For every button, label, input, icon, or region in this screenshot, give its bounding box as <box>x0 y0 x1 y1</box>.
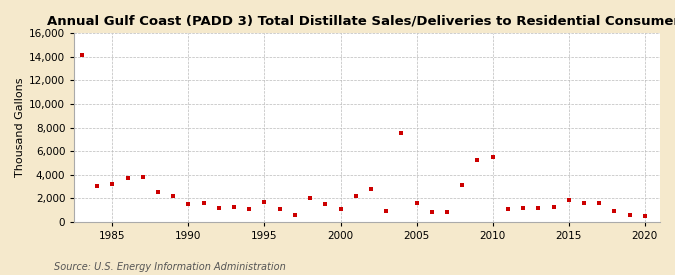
Point <box>92 184 103 188</box>
Point <box>183 202 194 206</box>
Point <box>609 209 620 213</box>
Point <box>441 210 452 214</box>
Point <box>153 190 163 194</box>
Point <box>457 183 468 188</box>
Point <box>578 201 589 205</box>
Point <box>427 210 437 214</box>
Point <box>304 196 315 200</box>
Title: Annual Gulf Coast (PADD 3) Total Distillate Sales/Deliveries to Residential Cons: Annual Gulf Coast (PADD 3) Total Distill… <box>47 15 675 28</box>
Point <box>229 205 240 209</box>
Point <box>594 201 605 206</box>
Point <box>274 207 285 211</box>
Point <box>335 207 346 211</box>
Point <box>76 52 87 57</box>
Point <box>366 186 377 191</box>
Point <box>518 205 529 210</box>
Point <box>502 207 513 211</box>
Point <box>168 194 179 198</box>
Point <box>548 205 559 209</box>
Point <box>381 209 392 213</box>
Text: Source: U.S. Energy Information Administration: Source: U.S. Energy Information Administ… <box>54 262 286 272</box>
Point <box>411 201 422 205</box>
Point <box>198 201 209 205</box>
Point <box>487 155 498 159</box>
Point <box>138 175 148 179</box>
Point <box>350 194 361 198</box>
Point <box>244 207 254 211</box>
Point <box>533 206 543 210</box>
Point <box>107 182 117 186</box>
Point <box>122 176 133 180</box>
Point <box>213 206 224 210</box>
Point <box>472 158 483 163</box>
Point <box>624 213 635 218</box>
Point <box>564 198 574 202</box>
Point <box>290 213 300 218</box>
Point <box>320 202 331 206</box>
Point <box>639 214 650 219</box>
Y-axis label: Thousand Gallons: Thousand Gallons <box>15 78 25 177</box>
Point <box>259 200 270 205</box>
Point <box>396 131 407 136</box>
